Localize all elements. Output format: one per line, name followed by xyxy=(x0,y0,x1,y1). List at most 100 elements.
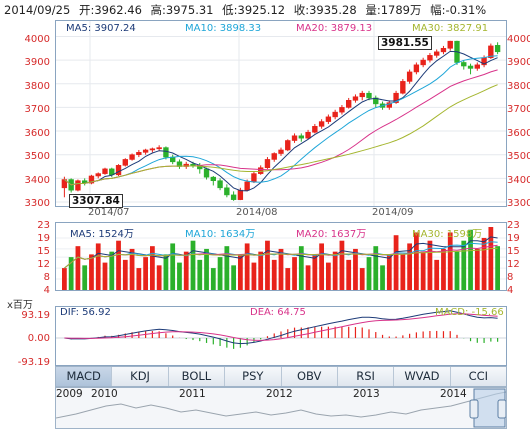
price-right-tick: 3500 xyxy=(507,151,530,162)
candle-body[interactable] xyxy=(413,64,420,73)
candle-body[interactable] xyxy=(251,173,257,183)
tab-obv[interactable]: OBV xyxy=(282,367,338,386)
candle-body[interactable] xyxy=(217,180,223,189)
candle-body[interactable] xyxy=(366,92,372,99)
candle-body[interactable] xyxy=(190,163,196,166)
open-label: 开: xyxy=(78,3,95,17)
navigator-line xyxy=(55,391,507,419)
volume-panel[interactable] xyxy=(55,222,507,291)
candle-body[interactable] xyxy=(318,121,325,127)
macd-panel[interactable] xyxy=(55,306,507,366)
volume-bar xyxy=(373,246,379,290)
volume-bar xyxy=(319,243,324,290)
tab-kdj[interactable]: KDJ xyxy=(112,367,169,386)
candle-body[interactable] xyxy=(447,40,453,49)
tab-cci[interactable]: CCI xyxy=(468,369,489,383)
candle-body[interactable] xyxy=(163,147,169,158)
tab-rsi[interactable]: RSI xyxy=(338,367,395,386)
volume-bar xyxy=(68,257,74,290)
candle-body[interactable] xyxy=(312,126,318,133)
candle-body[interactable] xyxy=(393,92,399,103)
macd-dea-line xyxy=(64,313,498,341)
macd-dea-legend: DEA: 64.75 xyxy=(250,307,306,318)
volume-bar xyxy=(231,265,236,290)
candle-body[interactable] xyxy=(122,159,128,166)
volume-bar xyxy=(271,259,277,290)
navigator-left-handle[interactable] xyxy=(469,399,479,419)
candle-body[interactable] xyxy=(325,116,332,122)
volume-bar xyxy=(481,237,487,290)
candle-body[interactable] xyxy=(359,92,365,98)
navigator-overview[interactable] xyxy=(55,388,507,428)
tab-wvad[interactable]: WVAD xyxy=(394,367,451,386)
candlestick-chart[interactable] xyxy=(56,21,506,206)
candle-body[interactable] xyxy=(352,96,359,101)
nav-year-2010: 2010 xyxy=(91,388,118,400)
tab-boll[interactable]: BOLL xyxy=(169,367,226,386)
volume-bar xyxy=(346,259,352,290)
volume-bar xyxy=(109,251,115,290)
candle-body[interactable] xyxy=(461,62,467,67)
candle-body[interactable] xyxy=(142,149,149,153)
volume-chart[interactable] xyxy=(56,223,506,290)
candle-body[interactable] xyxy=(434,51,440,56)
candle-body[interactable] xyxy=(95,173,101,177)
volume-bar xyxy=(305,265,311,290)
volume-bar xyxy=(197,259,203,290)
candle-body[interactable] xyxy=(339,107,345,113)
macd-chart[interactable] xyxy=(56,307,506,365)
candle-body[interactable] xyxy=(129,154,135,160)
candle-body[interactable] xyxy=(488,45,494,59)
high-value: 3975.31 xyxy=(165,3,214,17)
candle-body[interactable] xyxy=(224,187,230,196)
candle-body[interactable] xyxy=(285,140,291,151)
candle-body[interactable] xyxy=(210,176,216,182)
candle-body[interactable] xyxy=(400,81,406,94)
candle-body[interactable] xyxy=(278,149,284,154)
price-left-tick: 3700 xyxy=(24,104,50,115)
price-ma30-legend: MA30: 3827.91 xyxy=(412,23,489,34)
candle-body[interactable] xyxy=(75,180,81,191)
change-label: 幅: xyxy=(430,3,446,17)
volume-bar xyxy=(285,268,291,290)
candle-body[interactable] xyxy=(271,153,277,160)
candle-body[interactable] xyxy=(332,111,338,118)
navigator-right-handle[interactable] xyxy=(497,399,507,419)
candle-body[interactable] xyxy=(115,165,122,176)
candle-body[interactable] xyxy=(102,168,108,174)
low-label: 低: xyxy=(222,3,238,17)
candle-body[interactable] xyxy=(264,159,271,169)
volume-bar xyxy=(258,251,264,290)
candle-body[interactable] xyxy=(230,194,237,200)
candle-body[interactable] xyxy=(244,181,250,191)
candle-body[interactable] xyxy=(149,148,156,151)
tab-psy[interactable]: PSY xyxy=(225,367,282,386)
candle-body[interactable] xyxy=(136,152,142,156)
volume-bar xyxy=(353,248,358,290)
candle-body[interactable] xyxy=(291,135,298,141)
candle-body[interactable] xyxy=(427,55,433,61)
volume-bar xyxy=(461,240,467,290)
candle-body[interactable] xyxy=(494,45,501,53)
candle-body[interactable] xyxy=(258,167,264,174)
volume-bar xyxy=(495,246,500,290)
candle-body[interactable] xyxy=(88,175,95,184)
volume-bar xyxy=(366,257,372,290)
candle-body[interactable] xyxy=(156,147,162,150)
candle-body[interactable] xyxy=(467,65,474,69)
candle-body[interactable] xyxy=(346,100,352,108)
price-panel[interactable] xyxy=(55,20,507,207)
close-label: 收: xyxy=(293,3,310,17)
candle-body[interactable] xyxy=(298,135,304,139)
candle-body[interactable] xyxy=(237,189,244,200)
candle-body[interactable] xyxy=(440,47,447,53)
candle-body[interactable] xyxy=(406,71,413,82)
candle-body[interactable] xyxy=(420,59,426,66)
tab-macd[interactable]: MACD xyxy=(56,367,113,386)
candle-body[interactable] xyxy=(183,163,189,167)
indicator-tabs: MACD KDJ BOLL PSY OBV RSI WVAD CCI xyxy=(55,366,507,387)
candle-body[interactable] xyxy=(474,64,480,69)
price-left-tick: 3900 xyxy=(24,57,50,68)
candle-body[interactable] xyxy=(305,131,311,139)
candle-body[interactable] xyxy=(203,168,210,178)
